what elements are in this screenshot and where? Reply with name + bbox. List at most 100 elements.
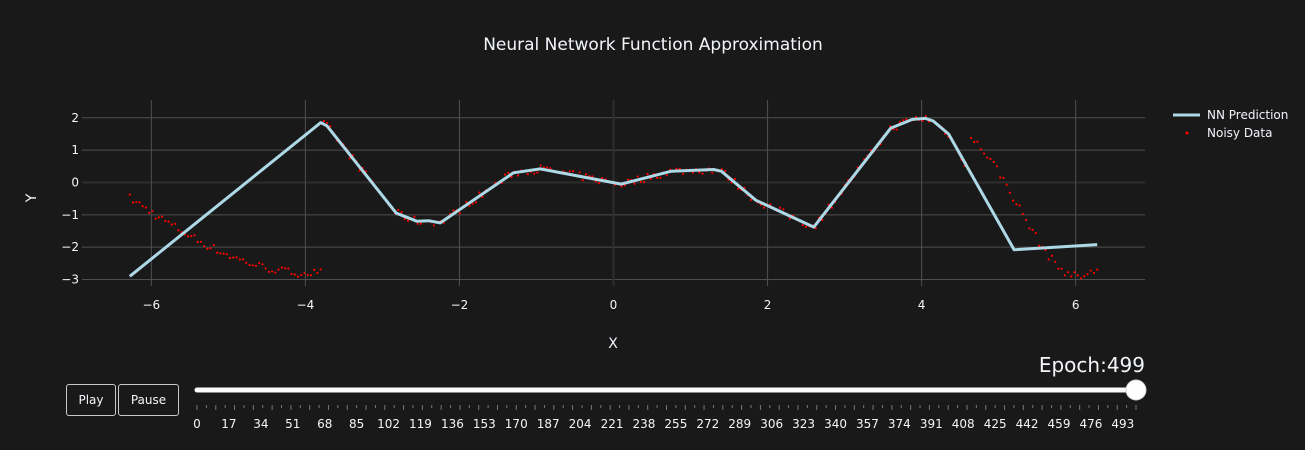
slider-tick-label: 136 (441, 417, 464, 431)
data-point (190, 235, 193, 238)
slider-tick-label: 102 (377, 417, 400, 431)
data-point (271, 270, 274, 273)
nn-prediction-series (128, 116, 1098, 278)
slider-tick-label: 85 (349, 417, 364, 431)
data-point (1037, 244, 1041, 247)
data-point (1034, 232, 1037, 235)
data-point (995, 165, 999, 168)
data-point (681, 172, 685, 176)
data-point (581, 179, 584, 182)
data-point (258, 261, 261, 265)
data-point (274, 271, 277, 274)
data-point (901, 119, 905, 122)
data-point (138, 201, 141, 204)
data-point (232, 256, 235, 259)
data-point (277, 268, 280, 271)
data-point (526, 173, 529, 176)
data-point (248, 263, 251, 267)
data-point (1008, 191, 1011, 194)
data-point (1021, 212, 1024, 216)
data-point (788, 217, 791, 220)
pause-button[interactable]: Pause (118, 384, 179, 416)
data-point (536, 171, 539, 174)
data-point (219, 252, 222, 255)
slider-tick-label: 272 (696, 417, 719, 431)
slider-tick-label: 374 (888, 417, 911, 431)
data-point (675, 167, 678, 170)
legend-label-nn-prediction[interactable]: NN Prediction (1207, 108, 1288, 122)
slider-tick-label: 68 (317, 417, 332, 431)
data-point (1050, 254, 1054, 257)
data-point (157, 216, 160, 219)
data-point (452, 209, 455, 212)
data-point (986, 156, 989, 159)
data-point (148, 211, 151, 214)
slider-tick-label: 306 (760, 417, 783, 431)
data-point (992, 160, 995, 164)
data-point (1024, 218, 1028, 222)
slider-tick-label: 442 (1016, 417, 1039, 431)
data-point (313, 268, 316, 271)
grid-lines (82, 100, 1145, 286)
data-point (1047, 258, 1050, 261)
data-point (801, 223, 804, 227)
data-point (1005, 183, 1008, 186)
x-tick-label: −2 (451, 298, 469, 312)
data-point (300, 273, 303, 277)
slider-tick-label: 187 (537, 417, 560, 431)
data-point (196, 240, 199, 244)
slider-tick-label: 170 (505, 417, 528, 431)
data-point (261, 263, 264, 266)
x-tick-label: −4 (297, 298, 315, 312)
data-point (413, 215, 416, 218)
slider-tick-label: 289 (728, 417, 751, 431)
data-point (400, 211, 403, 214)
slider-tick-label: 340 (824, 417, 847, 431)
data-point (170, 223, 173, 226)
legend[interactable]: NN Prediction Noisy Data (1173, 108, 1288, 140)
data-point (665, 174, 668, 177)
data-point (982, 152, 986, 155)
data-point (458, 212, 461, 215)
data-point (736, 187, 740, 190)
data-point (999, 176, 1002, 179)
data-point (804, 225, 808, 229)
y-tick-label: −1 (61, 208, 79, 222)
data-point (507, 171, 510, 174)
data-point (222, 252, 225, 255)
data-point (209, 247, 212, 250)
legend-label-noisy-data[interactable]: Noisy Data (1207, 126, 1272, 140)
epoch-slider[interactable]: 0 17 34 51 68 85 102 119 136 153 170 187 204 221 238 25… (193, 379, 1147, 431)
data-point (1096, 268, 1099, 271)
data-point (591, 175, 594, 178)
slider-tick-label: 408 (952, 417, 975, 431)
data-point (267, 270, 270, 273)
data-point (743, 186, 746, 189)
data-point (206, 247, 209, 250)
data-point (167, 220, 170, 223)
slider-tick-label: 17 (221, 417, 236, 431)
data-point (322, 119, 326, 122)
data-point (199, 240, 203, 243)
data-point (1060, 267, 1063, 270)
play-button[interactable]: Play (66, 384, 116, 416)
data-point (164, 219, 167, 223)
data-point (626, 178, 630, 181)
data-point (419, 222, 423, 225)
slider-tick-label: 459 (1048, 417, 1071, 431)
data-point (144, 206, 148, 209)
data-point (481, 195, 484, 199)
slider-handle[interactable] (1125, 379, 1147, 401)
slider-tick-label: 425 (984, 417, 1007, 431)
data-point (539, 164, 542, 167)
chart-title: Neural Network Function Approximation (483, 35, 823, 55)
x-tick-label: 4 (918, 298, 926, 312)
data-point (549, 167, 552, 170)
data-point (216, 251, 219, 254)
data-point (131, 201, 135, 204)
data-point (636, 175, 639, 178)
y-tick-label: 2 (71, 111, 79, 125)
data-point (212, 243, 215, 247)
y-tick-label: −2 (61, 240, 79, 254)
data-point (235, 256, 238, 259)
